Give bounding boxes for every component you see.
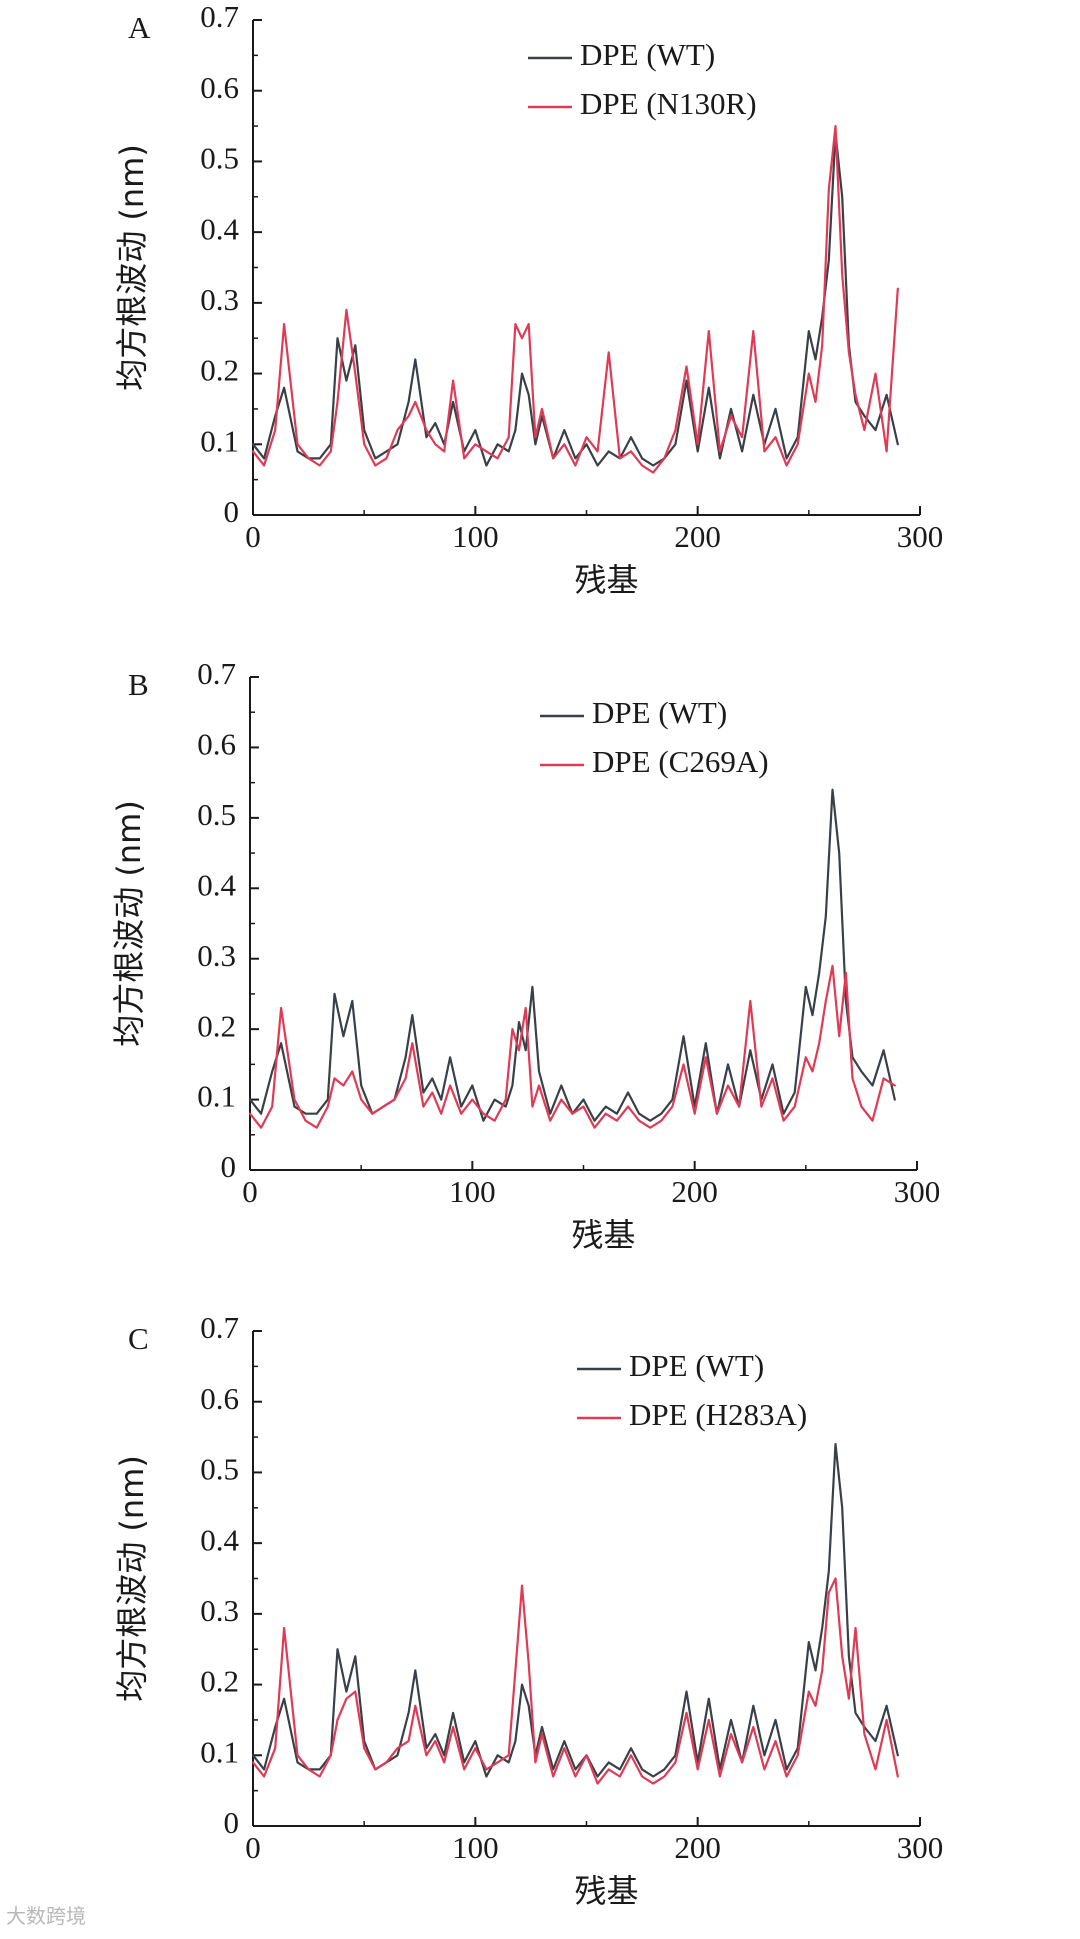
y-tick-label: 0.1 (200, 423, 239, 458)
x-tick-label: 0 (245, 519, 261, 554)
y-tick-label: 0 (224, 494, 240, 529)
legend-label-mut: DPE (H283A) (629, 1397, 807, 1432)
y-axis-label: 均方根波动 (nm) (113, 144, 151, 391)
y-tick-label: 0.7 (200, 0, 239, 34)
watermark: 大数跨境 (6, 1904, 86, 1928)
series-line-wt (248, 788, 896, 1122)
y-tick-label: 0.5 (200, 141, 239, 176)
x-tick-label: 200 (671, 1174, 718, 1209)
y-axis-label: 均方根波动 (nm) (113, 1455, 151, 1702)
y-tick-label: 0.6 (197, 727, 236, 762)
chart-panel-a: A 0 0.1 0.2 0.3 0.4 0.5 0.6 0.7 0 100 200 300 残基 均方根波动… (113, 0, 943, 599)
y-tick-label: 0.3 (200, 282, 239, 317)
legend-label-mut: DPE (C269A) (592, 744, 769, 779)
y-tick-label: 0.5 (200, 1452, 239, 1487)
legend-label-wt: DPE (WT) (580, 37, 715, 72)
panel-letter: B (128, 667, 149, 702)
series-line-wt (251, 1442, 899, 1778)
legend-label-wt: DPE (WT) (629, 1348, 764, 1383)
x-axis-label: 残基 (571, 1216, 635, 1254)
y-tick-label: 0.2 (200, 353, 239, 388)
y-tick-label: 0.6 (200, 1381, 239, 1416)
panel-letter: A (128, 10, 151, 45)
y-tick-label: 0.2 (197, 1008, 236, 1043)
y-tick-label: 0.1 (197, 1079, 236, 1114)
y-tick-label: 0.4 (200, 211, 239, 246)
y-tick-label: 0 (224, 1805, 240, 1840)
y-tick-label: 0.4 (200, 1522, 239, 1557)
y-tick-label: 0.7 (200, 1310, 239, 1345)
series-line-mut (248, 964, 896, 1129)
series-line-mut (251, 1577, 899, 1785)
y-tick-label: 0.6 (200, 70, 239, 105)
series-line-mut (251, 124, 899, 474)
x-axis-label: 残基 (574, 561, 638, 599)
chart-panel-c: C 0 0.1 0.2 0.3 0.4 0.5 0.6 0.7 0 100 200 300 残基 均方根波动… (113, 1310, 943, 1910)
x-tick-label: 200 (674, 519, 721, 554)
y-tick-label: 0.7 (197, 656, 236, 691)
x-axis-label: 残基 (574, 1872, 638, 1910)
y-tick-label: 0.1 (200, 1734, 239, 1769)
y-tick-label: 0.3 (197, 938, 236, 973)
panel-letter: C (128, 1321, 149, 1356)
y-tick-label: 0.3 (200, 1593, 239, 1628)
y-tick-label: 0 (221, 1149, 237, 1184)
legend-label-wt: DPE (WT) (592, 695, 727, 730)
x-tick-label: 0 (245, 1830, 261, 1865)
y-tick-label: 0.5 (197, 797, 236, 832)
x-tick-label: 200 (674, 1830, 721, 1865)
legend-label-mut: DPE (N130R) (580, 86, 757, 121)
x-tick-label: 300 (897, 1830, 944, 1865)
x-tick-label: 100 (452, 519, 499, 554)
x-tick-label: 0 (242, 1174, 258, 1209)
y-tick-label: 0.2 (200, 1664, 239, 1699)
chart-panel-b: B 0 0.1 0.2 0.3 0.4 0.5 0.6 0.7 0 100 200 300 残基 均方根波动… (110, 656, 940, 1254)
x-tick-label: 300 (894, 1174, 941, 1209)
x-tick-label: 300 (897, 519, 944, 554)
y-tick-label: 0.4 (197, 867, 236, 902)
x-tick-label: 100 (449, 1174, 496, 1209)
x-tick-label: 100 (452, 1830, 499, 1865)
y-axis-label: 均方根波动 (nm) (110, 800, 148, 1047)
series-line-wt (251, 132, 899, 467)
